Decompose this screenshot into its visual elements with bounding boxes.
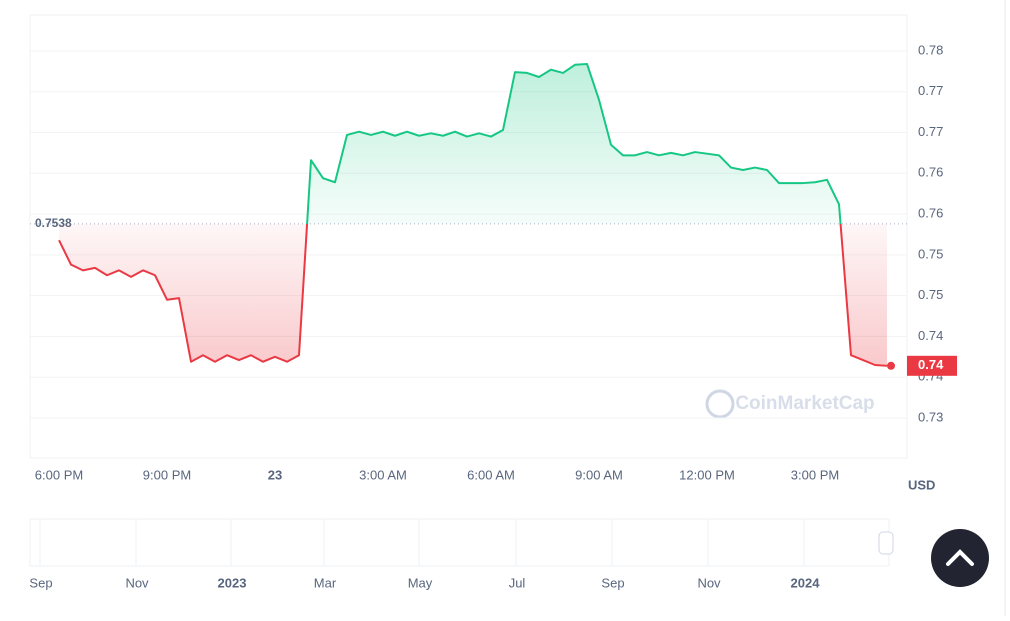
y-tick-label: 0.73 [918,409,943,424]
navigator-label: Sep [601,575,624,590]
navigator-label: 2024 [791,575,821,590]
navigator-label: 2023 [218,575,247,590]
y-tick-label: 0.76 [918,165,943,180]
plot-frame [29,14,908,459]
x-tick-label: 12:00 PM [679,467,735,482]
x-tick-label: 23 [268,467,282,482]
navigator-label: Nov [125,575,149,590]
navigator-label: Sep [29,575,52,590]
y-axis-label: USD [908,477,935,492]
y-tick-label: 0.75 [918,287,943,302]
price-area [59,63,887,366]
x-tick-label: 6:00 AM [467,467,515,482]
last-price-label: 0.74 [918,357,944,372]
navigator [29,518,890,567]
scroll-top-button[interactable] [931,529,989,587]
x-tick-label: 3:00 PM [791,467,839,482]
navigator-label: Jul [509,575,526,590]
y-tick-label: 0.76 [918,206,943,221]
watermark-logo [705,389,735,419]
x-tick-label: 9:00 AM [575,467,623,482]
y-tick-label: 0.75 [918,246,943,261]
x-tick-label: 9:00 PM [143,467,191,482]
y-tick-label: 0.74 [918,328,943,343]
navigator-label: May [408,575,433,590]
y-tick-label: 0.77 [918,83,943,98]
last-price-tag [907,355,957,376]
watermark: CoinMarketCap [735,393,874,414]
y-tick-label: 0.78 [918,42,943,57]
y-tick-label: 0.77 [918,124,943,139]
price-line [58,62,888,367]
navigator-handle[interactable] [878,531,894,555]
navigator-label: Mar [314,575,337,590]
x-tick-label: 6:00 PM [35,467,83,482]
last-point [887,361,895,370]
scroll-top-icon [946,549,974,566]
navigator-label: Nov [697,575,721,590]
x-tick-label: 3:00 AM [359,467,407,482]
